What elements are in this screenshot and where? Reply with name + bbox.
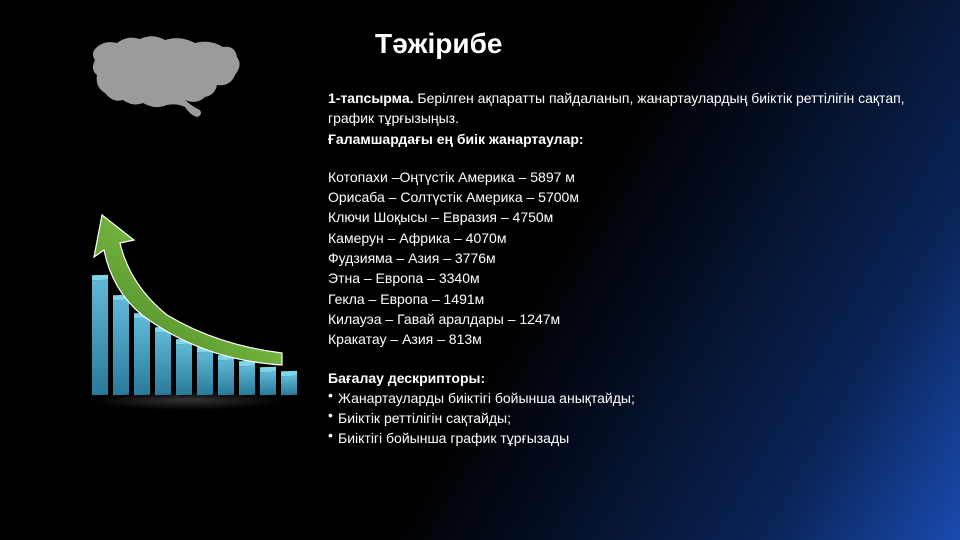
bar (239, 361, 255, 396)
bar (92, 275, 108, 396)
list-item: Килауэа – Гавай аралдары – 1247м (328, 309, 908, 329)
list-item: Камерун – Африка – 4070м (328, 228, 908, 248)
list-item: Фудзияма – Азия – 3776м (328, 248, 908, 268)
bar (155, 327, 171, 396)
chart-bars (92, 275, 297, 395)
bar (197, 347, 213, 396)
content-block: 1-тапсырма. Берілген ақпаратты пайдаланы… (328, 88, 908, 449)
bar (176, 339, 192, 396)
task-line: 1-тапсырма. Берілген ақпаратты пайдаланы… (328, 88, 908, 129)
bar (218, 355, 234, 396)
descriptor-item: Жанартауларды биіктігі бойынша анықтайды… (328, 388, 908, 408)
bar (281, 371, 297, 396)
volcano-list: Котопахи –Оңтүстік Америка – 5897 м Орис… (328, 167, 908, 350)
list-item: Кракатау – Азия – 813м (328, 329, 908, 349)
task-label: 1-тапсырма. (328, 90, 414, 106)
list-item: Орисаба – Солтүстік Америка – 5700м (328, 187, 908, 207)
bar (260, 367, 276, 396)
list-item: Гекла – Европа – 1491м (328, 289, 908, 309)
descriptor-item: Биіктігі бойынша график тұрғызады (328, 428, 908, 448)
task-text: Берілген ақпаратты пайдаланып, жанартаул… (328, 90, 905, 126)
kazakhstan-map (85, 25, 245, 125)
page-title: Тәжірибе (375, 28, 503, 60)
list-item: Ключи Шоқысы – Евразия – 4750м (328, 207, 908, 227)
descriptor-item: Биіктік реттілігін сақтайды; (328, 408, 908, 428)
task-subtitle: Ғаламшардағы ең биік жанартаулар: (328, 129, 908, 149)
bar (113, 295, 129, 396)
bar-chart-graphic (72, 195, 302, 425)
bar (134, 313, 150, 396)
descriptors-title: Бағалау дескрипторы: (328, 368, 908, 388)
list-item: Этна – Европа – 3340м (328, 268, 908, 288)
map-icon (85, 25, 245, 120)
list-item: Котопахи –Оңтүстік Америка – 5897 м (328, 167, 908, 187)
